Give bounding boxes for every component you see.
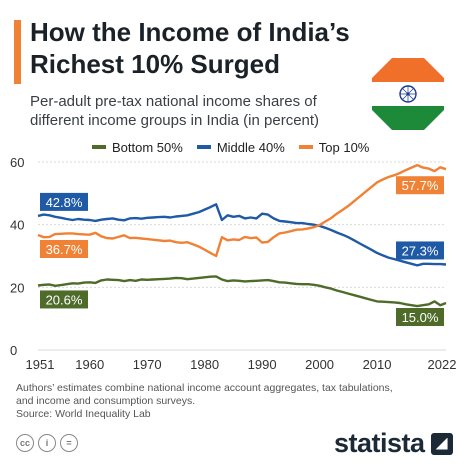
title-accent-bar	[14, 20, 21, 84]
x-tick-label: 1960	[75, 357, 104, 370]
india-flag-icon	[372, 58, 444, 130]
series-line-middle-40	[37, 203, 447, 267]
x-tick-label: 2000	[305, 357, 334, 370]
statista-wordmark: statista	[334, 428, 425, 458]
line-chart: 0 20 40 60 1951 1960 1970 1980 1990 2000 2010 2022 2…	[0, 150, 474, 370]
legend-swatch	[298, 145, 313, 149]
legend-label: Middle 40%	[216, 139, 285, 155]
x-tick-label: 2022	[428, 357, 457, 370]
attribution-icon[interactable]: i	[38, 434, 56, 452]
footnote: Authors’ estimates combine national inco…	[16, 382, 446, 421]
y-tick-label: 60	[10, 155, 24, 170]
x-tick-label: 1990	[248, 357, 277, 370]
legend-item: Middle 40%	[196, 139, 285, 155]
y-tick-label: 40	[10, 218, 24, 233]
line-chart-svg: 0 20 40 60 1951 1960 1970 1980 1990 2000 2010 2022 2…	[10, 155, 457, 370]
start-value-label: 20.6%	[46, 292, 83, 307]
creative-commons-icon[interactable]: cc	[16, 434, 34, 452]
legend-swatch	[196, 145, 211, 149]
chart-legend: Bottom 50% Middle 40% Top 10%	[92, 137, 369, 157]
statista-logo[interactable]: statista	[334, 428, 453, 459]
license-icons: cc i =	[16, 434, 78, 452]
start-value-label-box	[40, 240, 88, 259]
legend-swatch	[92, 145, 106, 149]
series-line-bottom-50	[37, 275, 447, 308]
statista-logo-mark-icon	[430, 432, 453, 455]
legend-label: Bottom 50%	[112, 139, 183, 155]
no-derivatives-icon[interactable]: =	[60, 434, 78, 452]
end-value-label: 27.3%	[402, 243, 439, 258]
y-tick-label: 20	[10, 280, 24, 295]
footnote-line-1: Authors’ estimates combine national inco…	[16, 382, 393, 394]
start-value-label: 36.7%	[46, 242, 83, 257]
start-value-label: 42.8%	[46, 195, 83, 210]
start-value-label-box	[40, 192, 88, 211]
end-value-label-box	[396, 241, 444, 260]
series-line-top-10	[37, 163, 447, 258]
legend-item: Top 10%	[298, 139, 370, 155]
chart-title: How the Income of India’s Richest 10% Su…	[30, 17, 350, 79]
source-note: Source: World Inequality Lab	[16, 408, 151, 420]
start-value-label-box	[40, 290, 88, 309]
y-tick-label: 0	[10, 343, 17, 358]
chart-subtitle: Per-adult pre-tax national income shares…	[30, 93, 320, 129]
legend-item: Bottom 50%	[92, 140, 183, 155]
end-value-label: 57.7%	[402, 178, 439, 193]
x-tick-label: 2010	[363, 357, 392, 370]
end-value-label-box	[396, 308, 444, 326]
x-tick-label: 1970	[133, 357, 162, 370]
footnote-line-2: and income and consumption surveys.	[16, 395, 196, 407]
end-value-label: 15.0%	[402, 310, 439, 325]
legend-label: Top 10%	[318, 139, 370, 155]
x-tick-label: 1951	[26, 357, 55, 370]
end-value-label-box	[396, 176, 444, 195]
x-tick-label: 1980	[190, 357, 219, 370]
